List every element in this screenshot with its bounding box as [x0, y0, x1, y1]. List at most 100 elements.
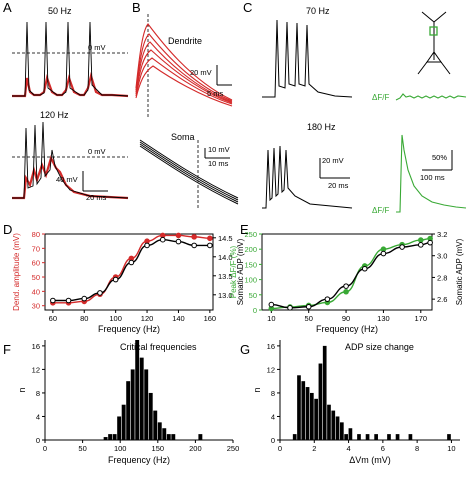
histogram-bar	[126, 381, 131, 440]
scale-c-t-label: 20 ms	[328, 181, 349, 190]
histogram-bar	[348, 428, 353, 440]
histogram-bar	[335, 416, 340, 440]
y-tick-label: 12	[267, 365, 275, 374]
data-point-right	[324, 296, 331, 302]
histogram-bar	[357, 434, 361, 440]
y-right-tick-label: 2.6	[437, 295, 447, 304]
histogram-bar	[117, 416, 122, 440]
data-point-right	[380, 250, 387, 257]
data-point-right	[343, 283, 349, 289]
histogram-bar	[112, 434, 117, 440]
x-tick-label: 0	[43, 444, 47, 453]
x-tick-label: 100	[109, 314, 122, 323]
dendrite-traces	[135, 23, 233, 107]
y-tick-label: 16	[267, 342, 275, 351]
annotation-f: Critical frequencies	[120, 342, 197, 352]
soma-traces	[139, 139, 239, 205]
x-tick-label: 100	[114, 444, 127, 453]
x-tick-label: 150	[152, 444, 165, 453]
trace-c-bottom	[262, 145, 353, 209]
data-point-left	[207, 235, 213, 242]
histogram-bar	[408, 434, 413, 440]
histogram-bar	[162, 428, 167, 440]
data-point-right	[175, 238, 182, 245]
histogram-bar	[108, 434, 113, 440]
data-point-right	[399, 244, 405, 250]
data-point-right	[65, 297, 72, 304]
x-tick-label: 2	[312, 444, 316, 453]
histogram-bar	[344, 434, 348, 440]
y-right-tick-label: 14.5	[218, 234, 233, 243]
data-point-left	[343, 288, 349, 295]
histogram-bar	[198, 434, 203, 440]
scale-a-t-label: 20 ms	[86, 193, 107, 202]
y-axis-label: n	[17, 387, 27, 392]
x-tick-label: 10	[267, 314, 275, 323]
y-tick-label: 4	[271, 412, 275, 421]
fit-curve-left	[271, 237, 431, 310]
histogram-bar	[130, 369, 135, 440]
y-tick-label: 8	[36, 389, 40, 398]
x-tick-label: 130	[377, 314, 390, 323]
histogram-bar	[322, 345, 327, 440]
x-tick-label: 160	[204, 314, 217, 323]
y-left-tick-label: 50	[32, 273, 40, 282]
scale-b-dend-v-label: 20 mV	[190, 68, 212, 77]
data-point-right	[268, 301, 275, 308]
x-tick-label: 170	[415, 314, 428, 323]
x-axis-label: Frequency (Hz)	[98, 324, 160, 334]
y-left-tick-label: 80	[32, 230, 40, 239]
data-point-right	[159, 236, 166, 243]
data-point-right	[305, 303, 312, 310]
data-point-right	[287, 305, 293, 311]
x-tick-label: 90	[342, 314, 350, 323]
histogram-bar	[297, 375, 301, 440]
data-point-left	[175, 232, 182, 239]
y-right-axis-label: Somatic ADP (mV)	[455, 238, 464, 305]
histogram-bar	[447, 434, 451, 440]
y-tick-label: 16	[32, 342, 40, 351]
x-tick-label: 50	[305, 314, 313, 323]
freq-label-c-bottom: 180 Hz	[307, 122, 336, 132]
y-right-tick-label: 14.0	[218, 253, 233, 262]
histogram-bar	[144, 369, 149, 440]
histogram-bar	[327, 404, 331, 440]
y-right-tick-label: 13.5	[218, 272, 233, 281]
y-right-tick-label: 3.0	[437, 252, 447, 261]
y-tick-label: 8	[271, 389, 275, 398]
data-point-left	[417, 237, 424, 243]
y-left-tick-label: 200	[244, 245, 257, 254]
histogram-bar	[153, 410, 158, 440]
annotation-g: ADP size change	[345, 342, 414, 352]
y-left-tick-label: 100	[244, 276, 257, 285]
histogram-bar	[166, 434, 171, 440]
panel-c: C 70 Hz 180 Hz 20 mV 20 ms ΔF/F ΔF/F 50%…	[243, 0, 467, 215]
y-right-tick-label: 2.8	[437, 273, 447, 282]
x-axis-label: Frequency (Hz)	[316, 324, 378, 334]
y-left-tick-label: 0	[253, 306, 257, 315]
y-left-tick-label: 30	[32, 302, 40, 311]
trace-c-top	[262, 19, 353, 98]
histogram-bar	[157, 422, 162, 440]
x-tick-label: 50	[78, 444, 86, 453]
y-left-tick-label: 40	[32, 287, 40, 296]
y-right-tick-label: 3.2	[437, 230, 447, 239]
dendrite-label: Dendrite	[168, 36, 202, 46]
histogram-bar	[139, 357, 144, 440]
histogram-bar	[148, 392, 153, 440]
scale-c-pct-label: 50%	[432, 153, 447, 162]
x-axis-label: Frequency (Hz)	[108, 455, 170, 465]
dff-label-bottom: ΔF/F	[372, 206, 389, 215]
data-point-right	[112, 276, 119, 283]
panel-letter-b: B	[132, 0, 141, 15]
data-point-right	[361, 265, 368, 272]
plot-frame	[261, 233, 433, 311]
panel-letter-g: G	[240, 342, 250, 357]
dff-trace-bottom	[396, 134, 467, 213]
panel-letter-e: E	[240, 222, 249, 237]
neuron-schematic-icon	[417, 11, 451, 75]
x-tick-label: 0	[278, 444, 282, 453]
zero-label-bottom: 0 mV	[88, 147, 106, 156]
x-tick-label: 60	[49, 314, 57, 323]
histogram-bar	[292, 434, 297, 440]
